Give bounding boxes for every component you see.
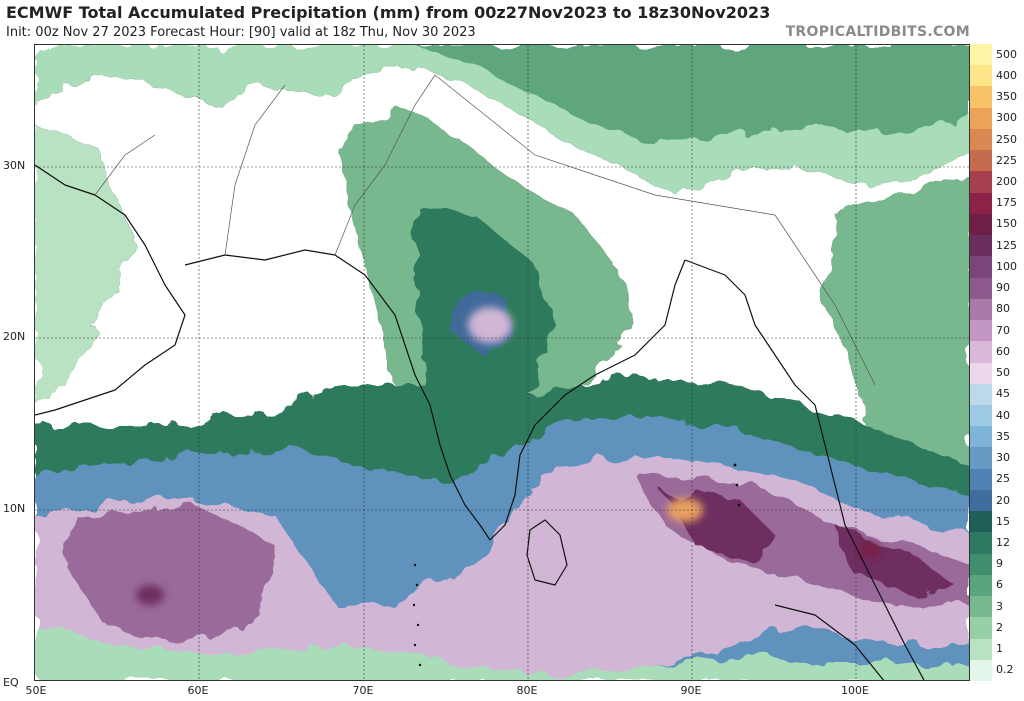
colorbar-swatch [970, 44, 992, 66]
colorbar-swatch [970, 298, 992, 321]
colorbar-swatch [970, 150, 992, 172]
precip-andaman-dark [835, 525, 955, 595]
colorbar-label: 35 [996, 429, 1010, 443]
colorbar-label: 1 [996, 642, 1003, 656]
colorbar-label: 90 [996, 281, 1010, 295]
colorbar-label: 200 [996, 175, 1017, 189]
coast-sri-lanka [526, 519, 568, 586]
colorbar-swatch [970, 596, 992, 618]
coast-india-east [489, 259, 686, 541]
colorbar-swatch [970, 659, 992, 682]
colorbar-label: 12 [996, 535, 1010, 549]
colorbar-label: 25 [996, 472, 1010, 486]
border-pak-india [334, 74, 436, 256]
lon-label-80e: 80E [516, 684, 538, 697]
colorbar-swatch [970, 235, 992, 257]
colorbar-label: 2 [996, 620, 1003, 634]
colorbar-label: 400 [996, 68, 1017, 82]
precip-core-andaman [860, 542, 880, 558]
colorbar-label: 100 [996, 259, 1017, 273]
precip-north-mid [35, 45, 969, 145]
lon-label-60e: 60E [187, 684, 209, 697]
colorbar-label: 175 [996, 196, 1017, 210]
colorbar-swatch [970, 277, 992, 300]
coast-myanmar [684, 259, 925, 680]
lon-label-70e: 70E [352, 684, 374, 697]
precip-colorbar: 500 400 350 300 250 225 200 175 150 125 100 90 80 70 6… [970, 44, 1024, 682]
colorbar-label: 150 [996, 217, 1017, 231]
country-borders [94, 74, 876, 386]
lat-label-eq: EQ [3, 676, 19, 689]
precip-se-asia-light [825, 175, 969, 525]
border-myanmar-thai [774, 214, 876, 386]
map-title: ECMWF Total Accumulated Precipitation (m… [6, 3, 771, 22]
graticule [35, 45, 969, 680]
colorbar-label: 225 [996, 153, 1017, 167]
colorbar-swatch [970, 320, 992, 342]
colorbar-label: 20 [996, 493, 1010, 507]
colorbar-swatch [970, 468, 992, 491]
colorbar-swatch [970, 511, 992, 533]
colorbar-label: 50 [996, 366, 1010, 380]
precip-south-green [35, 625, 969, 680]
colorbar-label: 70 [996, 323, 1010, 337]
lon-label-90e: 90E [680, 684, 702, 697]
colorbar-label: 9 [996, 557, 1003, 571]
colorbar-label: 30 [996, 451, 1010, 465]
lon-label-50e: 50E [25, 684, 47, 697]
colorbar-label: 0.2 [996, 663, 1014, 677]
colorbar-swatch [970, 553, 992, 576]
precip-core-west [136, 585, 164, 605]
colorbar-swatch [970, 128, 992, 151]
colorbar-swatch [970, 65, 992, 87]
colorbar-swatch [970, 256, 992, 279]
precip-west-purple [65, 505, 275, 645]
colorbar-label: 500 [996, 47, 1017, 61]
colorbar-swatch [970, 341, 992, 363]
colorbar-label: 250 [996, 132, 1017, 146]
lat-label-30n: 30N [3, 159, 26, 172]
islands [412, 463, 741, 667]
colorbar-swatch [970, 213, 992, 236]
coast-pakistan [184, 249, 396, 316]
colorbar-label: 45 [996, 387, 1010, 401]
coast-sumatra [774, 604, 885, 680]
brand-watermark: TROPICALTIDBITS.COM [785, 24, 970, 40]
colorbar-swatch [970, 489, 992, 512]
border-himalaya [434, 74, 776, 216]
colorbar-swatch [970, 86, 992, 109]
colorbar-swatch [970, 617, 992, 640]
colorbar-swatch [970, 404, 992, 427]
border-arabia [94, 134, 156, 196]
precip-arabia-light [35, 125, 135, 405]
colorbar-label: 3 [996, 599, 1003, 613]
colorbar-swatch [970, 171, 992, 194]
colorbar-label: 80 [996, 302, 1010, 316]
map-subtitle: Init: 00z Nov 27 2023 Forecast Hour: [90… [6, 25, 476, 40]
colorbar-swatch [970, 362, 992, 385]
coast-india-west [394, 314, 491, 541]
colorbar-label: 350 [996, 90, 1017, 104]
colorbar-label: 6 [996, 578, 1003, 592]
colorbar-label: 125 [996, 238, 1017, 252]
lon-label-100e: 100E [841, 684, 869, 697]
colorbar-swatch [970, 638, 992, 661]
colorbar-swatch [970, 107, 992, 130]
lat-label-10n: 10N [3, 502, 26, 515]
colorbar-swatch [970, 383, 992, 406]
colorbar-label: 40 [996, 408, 1010, 422]
border-iran-pak [224, 84, 286, 256]
colorbar-swatch [970, 192, 992, 215]
precip-core-central-india [468, 307, 512, 343]
map-canvas [35, 45, 969, 680]
colorbar-label: 300 [996, 111, 1017, 125]
colorbar-swatch [970, 574, 992, 597]
colorbar-swatch [970, 426, 992, 448]
colorbar-swatch [970, 532, 992, 555]
precipitation-map [34, 44, 970, 681]
colorbar-label: 60 [996, 344, 1010, 358]
colorbar-swatch [970, 447, 992, 470]
lat-label-20n: 20N [3, 330, 26, 343]
colorbar-label: 15 [996, 514, 1010, 528]
